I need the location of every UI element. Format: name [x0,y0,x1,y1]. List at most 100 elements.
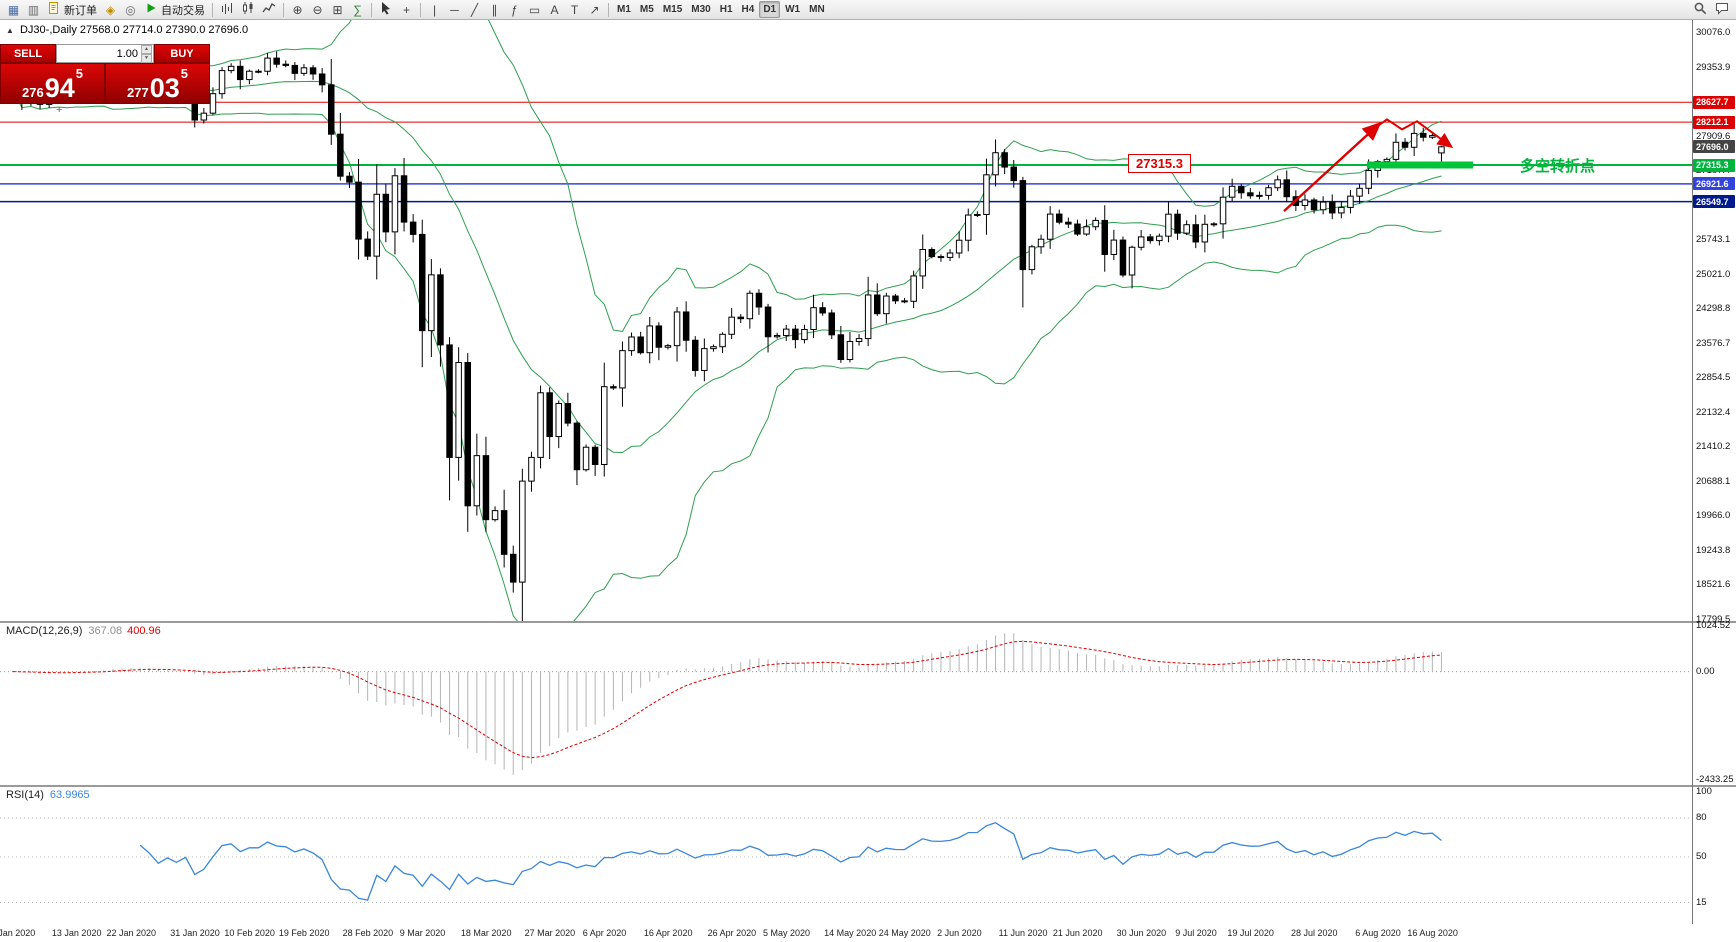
rsi-axis-label: 100 [1696,786,1712,797]
date-label: 24 May 2020 [878,928,931,938]
new-order-button[interactable]: 新订单 [44,1,100,18]
text-label-icon[interactable]: T [565,1,584,18]
market-watch-icon[interactable]: ◈ [101,1,120,18]
macd-layer [0,633,1692,775]
chart-object-marker[interactable]: + [56,104,63,116]
timeframe-button-M1[interactable]: M1 [617,4,631,15]
date-label: 26 Apr 2020 [707,928,757,938]
indicators-icon[interactable]: ∑ [348,1,367,18]
macd-indicator-label: MACD(12,26,9) 367.08 400.96 [6,625,161,637]
y-axis-label: 23576.7 [1696,337,1731,349]
pullback-arrow[interactable] [1371,118,1454,149]
trend-up-arrow[interactable] [1283,121,1382,213]
timeframe-button-H1[interactable]: H1 [719,4,733,15]
new-chart-icon[interactable]: ▦ [4,1,23,18]
candlestick-chart-icon[interactable] [238,1,258,18]
channel-icon: ∥ [491,2,498,17]
crosshair-icon[interactable]: + [397,1,416,18]
y-axis-label: 19243.8 [1696,544,1731,556]
price-level-label[interactable]: 27315.3 [1128,154,1191,173]
channel-icon[interactable]: ∥ [485,1,504,18]
buy-price[interactable]: 277 03 5 [105,63,210,104]
y-axis-label: 18521.6 [1696,579,1731,591]
zoom-out-icon[interactable]: ⊖ [308,1,327,18]
new-order-icon [47,1,61,18]
date-label: 2 Jan 2020 [0,928,36,938]
price-tag: 28212.1 [1693,115,1735,129]
timeframe-button-MN[interactable]: MN [809,4,825,15]
main-chart-layer [0,20,1692,622]
chat-icon [1715,1,1729,18]
date-label: 6 Aug 2020 [1355,928,1401,938]
turning-point-label[interactable]: 多空转折点 [1520,158,1596,175]
crosshair-icon: + [402,2,410,17]
ohlc-values: 27568.0 27714.0 27390.0 27696.0 [79,24,249,36]
horizontal-line-icon[interactable]: ─ [445,1,464,18]
volume-input[interactable]: 1.00 ▲ ▼ [56,44,154,63]
timeframe-button-W1[interactable]: W1 [785,4,801,15]
date-label: 31 Jan 2020 [170,928,220,938]
shapes-icon: ▭ [528,2,541,17]
y-axis-label: 21410.2 [1696,441,1731,453]
chat-icon[interactable] [1712,1,1732,18]
data-window-icon[interactable]: ◎ [121,1,140,18]
cursor-icon[interactable] [376,1,396,18]
y-axis-label: 25743.1 [1696,234,1731,246]
sell-button[interactable]: SELL [0,44,56,63]
timeframe-button-M30[interactable]: M30 [691,4,711,15]
support-highlight-bar[interactable] [1367,161,1473,169]
search-icon[interactable] [1690,1,1710,18]
rsi-line [139,821,1442,901]
date-label: 10 Feb 2020 [224,928,275,938]
toolbar-right-group [1690,1,1732,18]
bollinger-upper-band [12,20,1442,332]
toolbar-separator [608,2,609,17]
sell-price[interactable]: 276 94 5 [0,63,105,104]
arrows-icon[interactable]: ↗ [585,1,604,18]
toolbar-separator [371,2,372,17]
chart-profiles-icon[interactable]: ▥ [24,1,43,18]
zoom-in-icon: ⊕ [292,2,303,17]
timeframe-button-H4[interactable]: H4 [741,4,755,15]
rsi-axis-label: 15 [1696,896,1707,908]
volume-down-button[interactable]: ▼ [141,53,152,63]
volume-up-button[interactable]: ▲ [141,44,152,54]
price-tag: 27696.0 [1693,140,1735,154]
buy-button[interactable]: BUY [154,44,210,63]
tile-windows-icon[interactable]: ⊞ [328,1,347,18]
y-axis-label: 17799.5 [1696,614,1731,625]
date-label: 16 Aug 2020 [1407,928,1458,938]
macd-axis-label: 0.00 [1696,665,1715,677]
y-axis-label: 30076.0 [1696,27,1731,38]
y-axis-label: 24298.8 [1696,303,1731,315]
line-chart-icon[interactable] [259,1,279,18]
vertical-line-icon[interactable]: | [425,1,444,18]
candlestick-chart-icon [241,1,255,18]
zoom-in-icon[interactable]: ⊕ [288,1,307,18]
date-label: 16 Apr 2020 [643,928,693,938]
price-tag: 27315.3 [1693,158,1735,172]
autotrading-icon [144,1,158,18]
shapes-icon[interactable]: ▭ [525,1,544,18]
toolbar: ▦ ▥ 新订单 ◈ ◎ 自动交易 ⊕ ⊖ ⊞ ∑ + | ─ ╱ ∥ ƒ ▭ A T ↗ M1 M5 M15 M30 H1 H4 D… [0,0,1736,20]
macd-panel-separator[interactable] [0,621,1736,623]
price-tag: 28627.7 [1693,95,1735,109]
rsi-panel-separator[interactable] [0,785,1736,787]
collapse-triangle-icon[interactable]: ▲ [6,26,14,35]
date-label: 19 Jul 2020 [1227,928,1274,938]
macd-axis-label: -2433.25 [1696,774,1734,785]
date-label: 30 Jun 2020 [1116,928,1167,938]
new-chart-icon: ▦ [7,2,20,17]
timeframe-button-D1[interactable]: D1 [759,1,781,18]
fibonacci-icon[interactable]: ƒ [505,1,524,18]
timeframe-button-M15[interactable]: M15 [662,4,683,15]
text-icon[interactable]: A [545,1,564,18]
bar-chart-icon[interactable] [217,1,237,18]
date-label: 14 May 2020 [824,928,877,938]
trendline-icon[interactable]: ╱ [465,1,484,18]
y-axis-label: 19966.0 [1696,510,1731,522]
autotrading-button[interactable]: 自动交易 [141,1,208,18]
timeframe-button-M5[interactable]: M5 [639,4,654,15]
date-label: 5 May 2020 [762,928,811,938]
one-click-trading-panel: SELL 1.00 ▲ ▼ BUY 276 94 5 277 03 5 [0,44,210,104]
